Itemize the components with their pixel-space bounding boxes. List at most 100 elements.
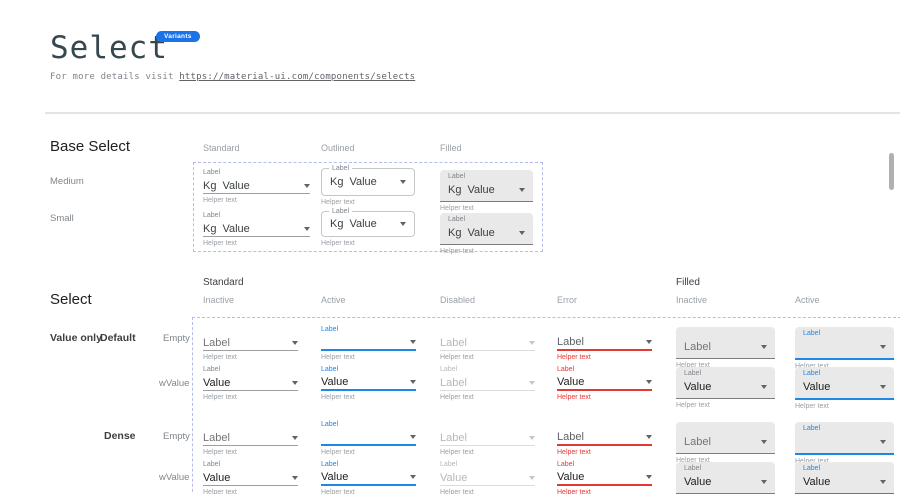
select-field[interactable]: Label <box>795 327 894 360</box>
select-filled-inactive-wvalue-default: Label Value Helper text <box>676 365 775 409</box>
dropdown-arrow-icon <box>304 226 310 231</box>
base-select-filled-small: Label Kg Value Helper text <box>440 211 533 255</box>
select-field[interactable]: Value <box>557 470 652 486</box>
dropdown-arrow-icon <box>880 480 886 484</box>
select-field[interactable]: Label <box>203 335 298 351</box>
select-field[interactable]: Label <box>203 430 298 446</box>
select-standard-active-empty-dense: Label Helper text <box>321 420 416 456</box>
field-label: Label <box>448 173 466 180</box>
select-value: Label <box>440 376 467 389</box>
dropdown-arrow-icon <box>292 340 298 345</box>
select-field[interactable]: Value <box>440 470 535 486</box>
select-field[interactable]: Label Kg Value <box>321 207 415 237</box>
select-value: Value <box>349 218 377 230</box>
select-value: Value <box>803 476 831 488</box>
dropdown-arrow-icon <box>880 385 886 389</box>
select-value: Value <box>684 381 712 393</box>
select-field[interactable]: Value <box>203 470 298 486</box>
dropdown-arrow-icon <box>761 345 767 349</box>
column-header-outlined: Outlined <box>321 143 355 153</box>
floating-label: Label <box>440 366 458 373</box>
select-field[interactable]: Value <box>203 375 298 391</box>
select-field[interactable]: Value <box>321 375 416 391</box>
select-filled-active-empty-dense: Label Helper text <box>795 420 894 465</box>
helper-text: Helper text <box>676 457 710 464</box>
helper-text: Helper text <box>203 489 237 494</box>
dropdown-arrow-icon <box>292 380 298 385</box>
vertical-scrollbar-thumb[interactable] <box>889 153 894 190</box>
helper-text: Helper text <box>676 362 710 369</box>
select-field[interactable]: Label Value <box>676 462 775 494</box>
select-filled-active-wvalue-dense: Label Value Helper text <box>795 460 894 494</box>
select-standard-inactive-wvalue-dense: Label Value Helper text <box>203 460 298 494</box>
select-filled-inactive-empty-default: Label Helper text <box>676 325 775 369</box>
select-field[interactable]: Label <box>557 430 652 446</box>
select-field[interactable]: Label Kg Value <box>440 170 533 202</box>
material-ui-link[interactable]: https://material-ui.com/components/selec… <box>179 72 416 82</box>
helper-text: Helper text <box>676 402 710 409</box>
select-value: Value <box>222 179 250 192</box>
select-field[interactable]: Label <box>676 327 775 359</box>
select-value-row: Value <box>803 474 886 490</box>
floating-label-slot <box>440 325 535 335</box>
dropdown-arrow-icon <box>292 475 298 480</box>
select-standard-active-wvalue-default: Label Value Helper text <box>321 365 416 401</box>
select-field[interactable]: Label Value <box>795 367 894 400</box>
dropdown-arrow-icon <box>646 435 652 439</box>
floating-label-slot <box>684 424 767 434</box>
select-field[interactable]: Label <box>440 375 535 391</box>
select-value: Value <box>321 471 349 483</box>
helper-text: Helper text <box>203 394 237 401</box>
select-field[interactable]: Label <box>795 422 894 455</box>
select-field[interactable]: Kg Value <box>203 178 310 194</box>
select-field[interactable]: Value <box>321 470 416 486</box>
select-placeholder: Label <box>203 431 230 444</box>
select-value-row: Value <box>684 474 767 490</box>
helper-text: Helper text <box>557 489 591 494</box>
helper-text: Helper text <box>440 489 474 494</box>
select-field[interactable]: Kg Value <box>203 221 310 237</box>
helper-text: Helper text <box>795 363 894 370</box>
floating-label: Label <box>321 366 339 373</box>
select-field[interactable]: Value <box>557 375 652 391</box>
select-standard-disabled-empty-default: Label Helper text <box>440 325 535 361</box>
floating-label: Label <box>803 330 821 337</box>
variant-label-empty-default: Empty <box>163 333 190 344</box>
select-field[interactable] <box>321 430 416 446</box>
select-value-row: Kg Value <box>448 225 525 241</box>
select-filled-inactive-empty-dense: Label Helper text <box>676 420 775 464</box>
adornment: Kg <box>448 184 462 196</box>
select-field[interactable]: Label Value <box>676 367 775 399</box>
select-field[interactable]: Label <box>440 335 535 351</box>
base-select-outlined-small: Label Kg Value Helper text <box>321 207 415 247</box>
select-field[interactable] <box>321 335 416 351</box>
floating-label-slot <box>557 420 652 430</box>
dropdown-arrow-icon <box>529 380 535 385</box>
helper-text: Helper text <box>321 240 355 247</box>
dropdown-arrow-icon <box>292 435 298 440</box>
select-field[interactable]: Label Value <box>795 462 894 494</box>
select-placeholder: Label <box>684 341 711 353</box>
helper-text: Helper text <box>321 199 355 206</box>
select-value-row: Label <box>684 434 767 450</box>
group-header-standard: Standard <box>203 277 244 288</box>
helper-text: Helper text <box>321 354 355 361</box>
select-value-row <box>803 339 886 355</box>
adornment: Kg <box>448 227 462 239</box>
select-field[interactable]: Label <box>557 335 652 351</box>
base-select-spec-frame <box>193 162 543 252</box>
floating-label: Label <box>557 461 575 468</box>
field-label: Label <box>203 169 221 176</box>
select-standard-active-wvalue-dense: Label Value Helper text <box>321 460 416 494</box>
field-label: Label <box>329 207 353 216</box>
select-placeholder: Label <box>440 431 467 444</box>
helper-text: Helper text <box>203 197 237 204</box>
select-value: Value <box>203 471 231 484</box>
column-header-standard: Standard <box>203 143 240 153</box>
select-field[interactable]: Label <box>440 430 535 446</box>
select-field[interactable]: Label <box>676 422 775 454</box>
select-value: Value <box>321 376 349 388</box>
select-standard-error-empty-dense: Label Helper text <box>557 420 652 456</box>
select-field[interactable]: Label Kg Value <box>321 164 415 196</box>
select-field[interactable]: Label Kg Value <box>440 213 533 245</box>
